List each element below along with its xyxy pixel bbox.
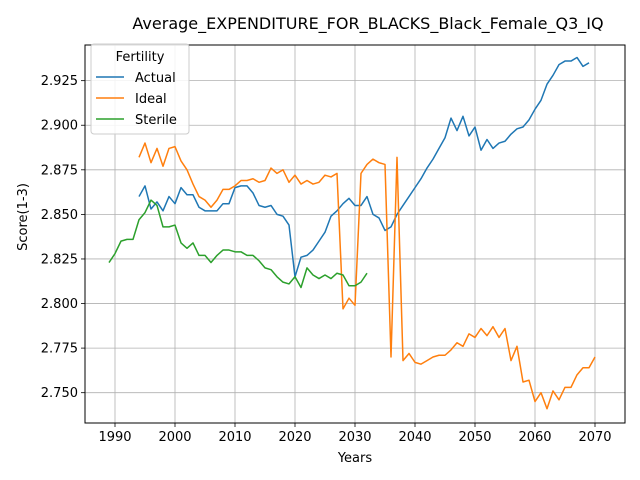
- y-axis-label: Score(1-3): [16, 183, 31, 251]
- y-tick-label: 2.775: [41, 342, 78, 357]
- x-tick-label: 2070: [578, 430, 611, 445]
- x-axis-label: Years: [337, 451, 373, 466]
- x-tick-label: 2030: [338, 430, 371, 445]
- chart-title: Average_EXPENDITURE_FOR_BLACKS_Black_Fem…: [132, 14, 603, 34]
- legend-entries: Actual Ideal Sterile: [96, 71, 177, 128]
- x-tick-label: 2040: [398, 430, 431, 445]
- y-tick-label: 2.875: [41, 163, 78, 178]
- x-tick-label: 2020: [278, 430, 311, 445]
- legend-title: Fertility: [116, 50, 165, 65]
- legend-label-sterile: Sterile: [135, 113, 177, 128]
- legend: Fertility Actual Ideal Sterile: [90, 43, 190, 135]
- legend-label-actual: Actual: [135, 71, 176, 86]
- y-tick-label: 2.825: [41, 252, 78, 267]
- series-line-ideal: [138, 142, 596, 410]
- y-tick-label: 2.750: [41, 386, 78, 401]
- y-tick-label: 2.800: [41, 297, 78, 312]
- legend-label-ideal: Ideal: [135, 92, 167, 107]
- axis-ticks: 1990 2000 2010 2020 2030 2040 2050 2060 2070 2.75…: [41, 74, 612, 445]
- x-tick-label: 2060: [518, 430, 551, 445]
- legend-box: [90, 43, 190, 135]
- series-line-actual: [138, 56, 590, 278]
- y-tick-label: 2.925: [41, 74, 78, 89]
- y-tick-label: 2.900: [41, 119, 78, 134]
- x-tick-label: 1990: [98, 430, 131, 445]
- series-line-sterile: [108, 199, 368, 289]
- x-tick-label: 2050: [458, 430, 491, 445]
- x-tick-label: 2000: [158, 430, 191, 445]
- y-tick-label: 2.850: [41, 208, 78, 223]
- x-tick-label: 2010: [218, 430, 251, 445]
- series-lines: [108, 56, 596, 410]
